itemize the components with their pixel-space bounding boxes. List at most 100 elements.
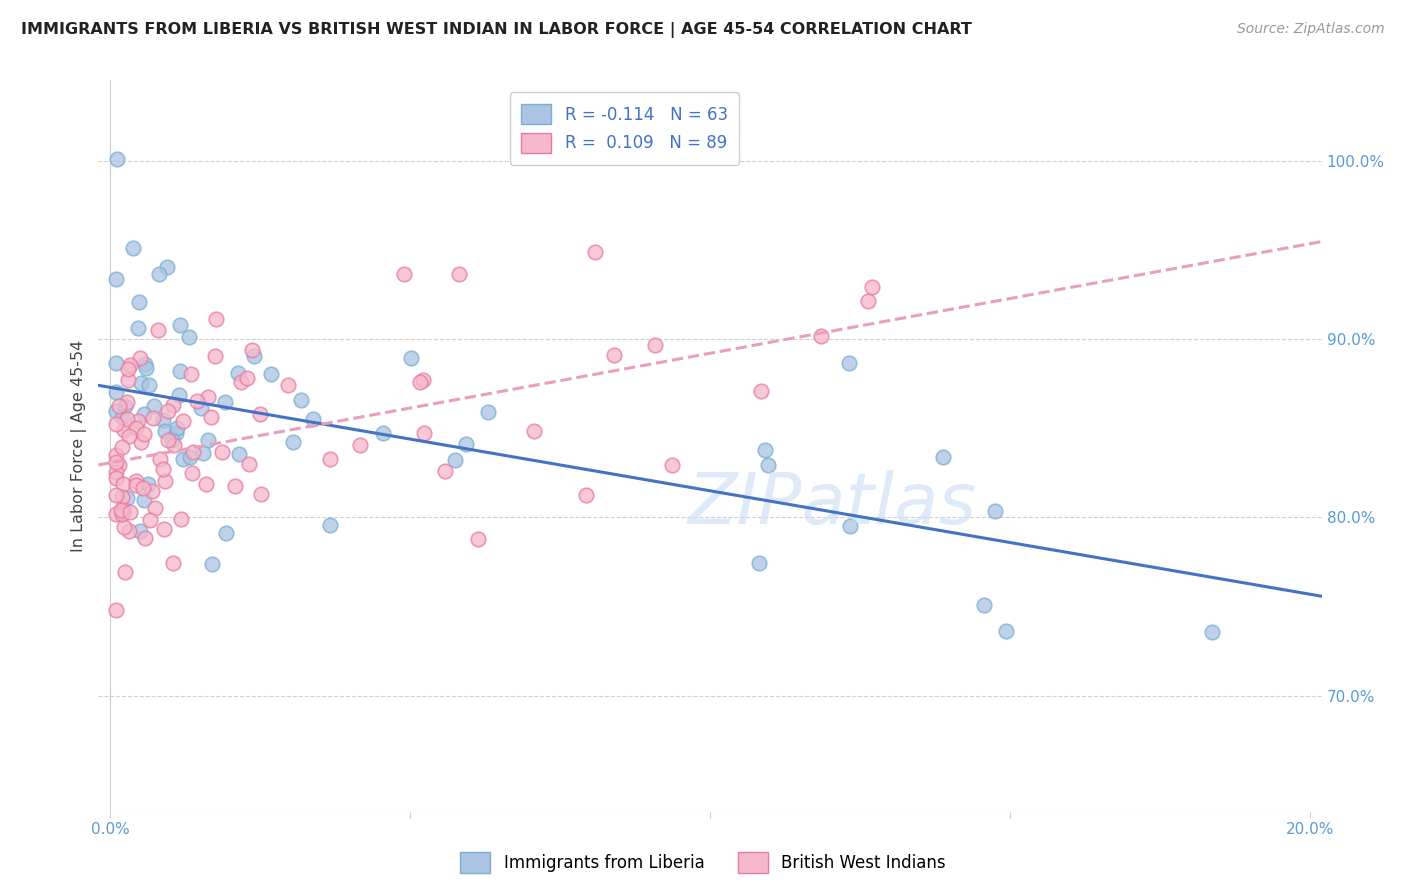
Point [250, 487, 273, 501]
Point [179, 450, 201, 464]
Point [756, 458, 779, 472]
Point [167, 388, 190, 402]
Point [111, 410, 134, 425]
Point [117, 361, 139, 376]
Point [838, 356, 860, 370]
Point [132, 493, 155, 508]
Point [236, 371, 259, 385]
Point [200, 557, 222, 571]
Point [142, 411, 165, 425]
Point [228, 447, 250, 461]
Point [108, 458, 131, 472]
Point [115, 395, 138, 409]
Point [115, 412, 138, 426]
Point [754, 443, 776, 458]
Legend: R = -0.114   N = 63, R =  0.109   N = 89: R = -0.114 N = 63, R = 0.109 N = 89 [509, 92, 740, 165]
Point [401, 351, 423, 366]
Point [134, 531, 156, 545]
Point [136, 476, 159, 491]
Point [114, 565, 136, 579]
Point [994, 624, 1017, 639]
Point [105, 403, 128, 417]
Point [170, 512, 193, 526]
Point [105, 152, 128, 166]
Point [392, 267, 415, 281]
Point [143, 500, 166, 515]
Point [143, 399, 166, 413]
Y-axis label: In Labor Force | Age 45-54: In Labor Force | Age 45-54 [72, 340, 87, 552]
Point [186, 394, 208, 409]
Point [240, 343, 263, 358]
Point [111, 507, 134, 521]
Point [157, 433, 180, 447]
Point [204, 312, 226, 326]
Point [148, 267, 170, 281]
Point [283, 435, 305, 450]
Point [122, 241, 145, 255]
Point [747, 556, 769, 570]
Point [214, 395, 236, 409]
Point [839, 519, 862, 533]
Point [1201, 624, 1223, 639]
Point [319, 517, 342, 532]
Point [181, 466, 204, 480]
Text: ZIPatlas: ZIPatlas [688, 470, 977, 539]
Point [129, 524, 152, 538]
Point [160, 434, 183, 448]
Point [125, 474, 148, 488]
Point [454, 437, 477, 451]
Point [197, 433, 219, 447]
Point [661, 458, 683, 472]
Point [449, 268, 471, 282]
Point [860, 280, 883, 294]
Point [111, 440, 134, 454]
Point [204, 349, 226, 363]
Point [983, 504, 1005, 518]
Point [105, 507, 128, 521]
Point [412, 373, 434, 387]
Point [149, 452, 172, 467]
Point [111, 504, 134, 518]
Point [120, 358, 142, 372]
Point [277, 377, 299, 392]
Point [162, 556, 184, 570]
Point [153, 474, 176, 488]
Point [169, 364, 191, 378]
Point [129, 351, 152, 366]
Point [117, 373, 139, 387]
Point [105, 384, 128, 399]
Point [156, 404, 179, 418]
Point [260, 368, 283, 382]
Point [229, 375, 252, 389]
Point [148, 323, 170, 337]
Point [125, 421, 148, 435]
Point [409, 375, 432, 389]
Point [111, 490, 134, 504]
Point [215, 525, 238, 540]
Point [127, 321, 149, 335]
Point [211, 445, 233, 459]
Point [602, 348, 624, 362]
Point [434, 464, 457, 478]
Point [141, 484, 163, 499]
Point [166, 420, 188, 434]
Point [138, 378, 160, 392]
Point [477, 404, 499, 418]
Point [118, 505, 141, 519]
Point [132, 481, 155, 495]
Point [105, 455, 128, 469]
Point [153, 425, 176, 439]
Point [127, 414, 149, 428]
Point [443, 453, 465, 467]
Point [162, 438, 184, 452]
Point [238, 457, 260, 471]
Point [115, 491, 138, 506]
Point [110, 503, 132, 517]
Point [134, 427, 156, 442]
Point [135, 361, 157, 376]
Point [181, 445, 204, 459]
Legend: Immigrants from Liberia, British West Indians: Immigrants from Liberia, British West In… [454, 846, 952, 880]
Point [162, 399, 184, 413]
Point [152, 413, 174, 427]
Point [194, 477, 217, 491]
